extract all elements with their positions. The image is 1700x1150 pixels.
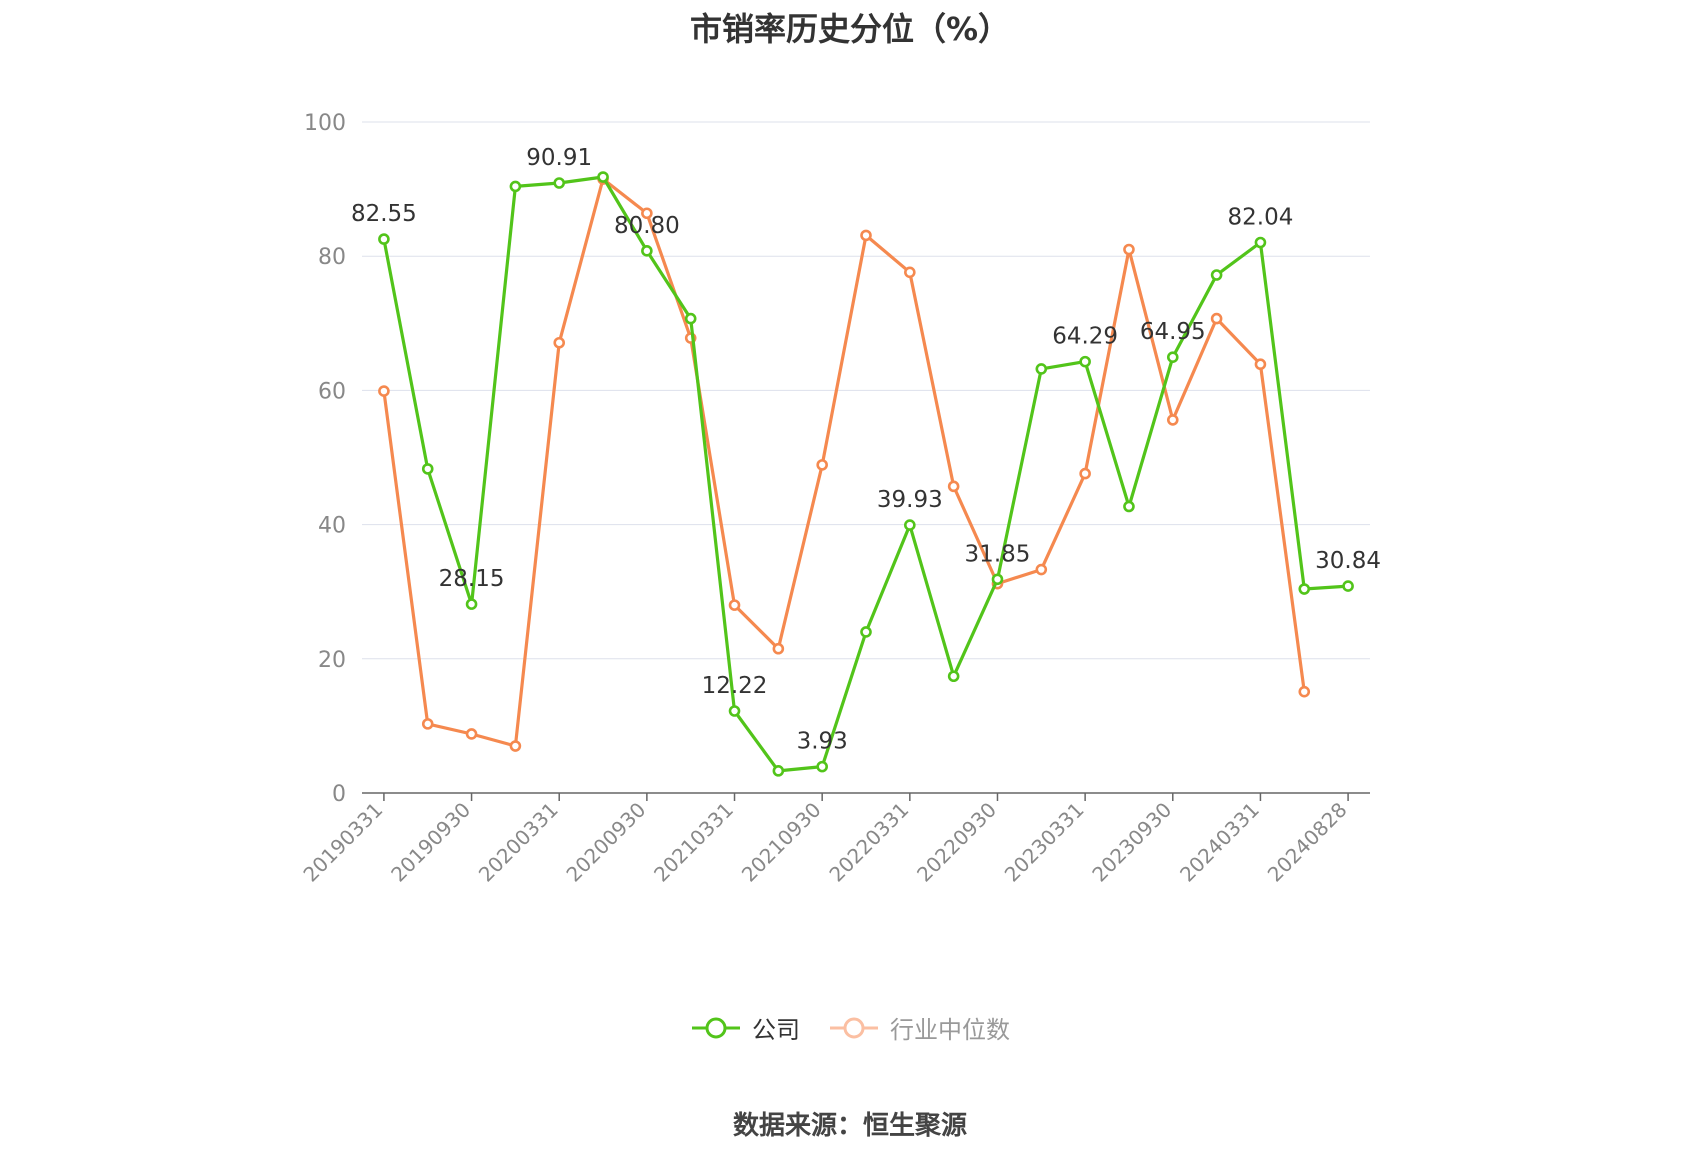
data-source-label: 数据来源：: [732, 1111, 863, 1141]
data-label-company: 80.80: [614, 213, 680, 239]
data-point-industry: [465, 728, 478, 740]
legend-item-company[interactable]: 公司: [690, 1010, 800, 1045]
data-point-company: [991, 573, 1004, 586]
data-label-company: 12.22: [702, 673, 768, 699]
data-point-company: [421, 463, 434, 475]
y-tick-label: 20: [318, 648, 346, 673]
data-label-company: 64.29: [1052, 324, 1118, 350]
x-tick-label: 20210930: [737, 798, 826, 887]
legend-label-company: 公司: [752, 1016, 800, 1044]
data-point-company: [728, 705, 741, 717]
data-point-company: [378, 233, 390, 245]
data-point-industry: [772, 642, 785, 655]
y-tick-label: 40: [318, 514, 346, 539]
data-source: 数据来源：恒生聚源: [0, 1105, 1700, 1142]
data-label-company: 82.55: [351, 201, 417, 227]
data-point-industry: [1254, 358, 1267, 371]
data-point-company: [1123, 500, 1135, 513]
data-point-industry: [1123, 243, 1135, 256]
data-point-company: [641, 245, 653, 257]
data-point-industry: [728, 599, 741, 611]
data-point-industry: [1298, 685, 1311, 698]
legend-marker-company: [692, 1017, 740, 1038]
data-point-company: [553, 177, 566, 189]
legend-item-industry[interactable]: 行业中位数: [828, 1010, 1010, 1045]
data-label-company: 64.95: [1140, 319, 1206, 345]
data-point-industry: [1035, 563, 1048, 576]
data-point-industry: [1166, 414, 1179, 426]
x-tick-label: 20220331: [824, 798, 913, 887]
data-label-company: 30.84: [1315, 548, 1381, 574]
data-point-company: [465, 598, 478, 610]
series-line-industry: [382, 177, 1306, 748]
data-point-industry: [641, 207, 653, 220]
data-point-industry: [553, 336, 566, 349]
x-tick-label: 20230331: [1000, 798, 1089, 887]
x-tick-label: 20240331: [1175, 798, 1264, 887]
data-point-industry: [1079, 467, 1091, 480]
data-label-company: 3.93: [797, 729, 848, 755]
data-point-company: [1298, 583, 1311, 595]
data-label-company: 28.15: [439, 566, 505, 592]
data-source-value: 恒生聚源: [863, 1111, 968, 1141]
chart-legend: 公司 行业中位数: [0, 1010, 1700, 1045]
legend-label-industry: 行业中位数: [890, 1016, 1010, 1044]
y-tick-label: 80: [318, 245, 346, 270]
x-tick-label: 20220930: [912, 798, 1001, 887]
data-point-company: [509, 180, 522, 193]
data-point-company: [1166, 351, 1179, 363]
x-tick-label: 20230930: [1087, 798, 1176, 887]
data-point-company: [772, 765, 785, 777]
x-tick-label: 20200930: [561, 798, 650, 887]
line-chart: 0 20 40 60 80 100 2019033120190930202003312020…: [298, 111, 1381, 887]
data-point-company: [904, 519, 916, 531]
data-point-industry: [421, 718, 434, 730]
data-point-company: [597, 171, 609, 183]
data-point-industry: [378, 385, 390, 397]
data-point-industry: [860, 229, 872, 242]
data-point-company: [816, 760, 828, 773]
data-label-company: 39.93: [877, 487, 943, 513]
data-point-company: [1342, 580, 1354, 592]
data-point-company: [1035, 363, 1048, 375]
x-tick-label: 20190930: [386, 798, 475, 887]
y-tick-label: 0: [332, 782, 346, 807]
x-tick-label: 20210331: [649, 798, 738, 887]
data-point-industry: [947, 480, 960, 493]
data-point-industry: [904, 266, 916, 279]
series-line-company: [382, 175, 1349, 773]
data-point-company: [684, 312, 697, 325]
data-label-company: 82.04: [1228, 205, 1294, 231]
x-tick-label: 20240828: [1263, 798, 1352, 887]
x-tick-label: 20200331: [474, 798, 563, 887]
legend-marker-industry: [830, 1017, 878, 1038]
y-tick-label: 60: [318, 379, 346, 404]
y-tick-label: 100: [304, 111, 346, 136]
data-point-industry: [1210, 312, 1223, 325]
chart-title: 市销率历史分位（%）: [689, 10, 1011, 48]
data-label-company: 31.85: [965, 541, 1031, 567]
data-point-industry: [509, 740, 522, 752]
data-point-company: [860, 626, 872, 638]
data-point-company: [947, 670, 960, 683]
data-label-company: 90.91: [526, 145, 592, 171]
x-tick-label: 20190331: [298, 798, 387, 887]
data-point-company: [1254, 236, 1267, 249]
data-point-company: [1079, 355, 1091, 368]
data-point-company: [1210, 269, 1223, 281]
data-point-industry: [816, 459, 828, 471]
